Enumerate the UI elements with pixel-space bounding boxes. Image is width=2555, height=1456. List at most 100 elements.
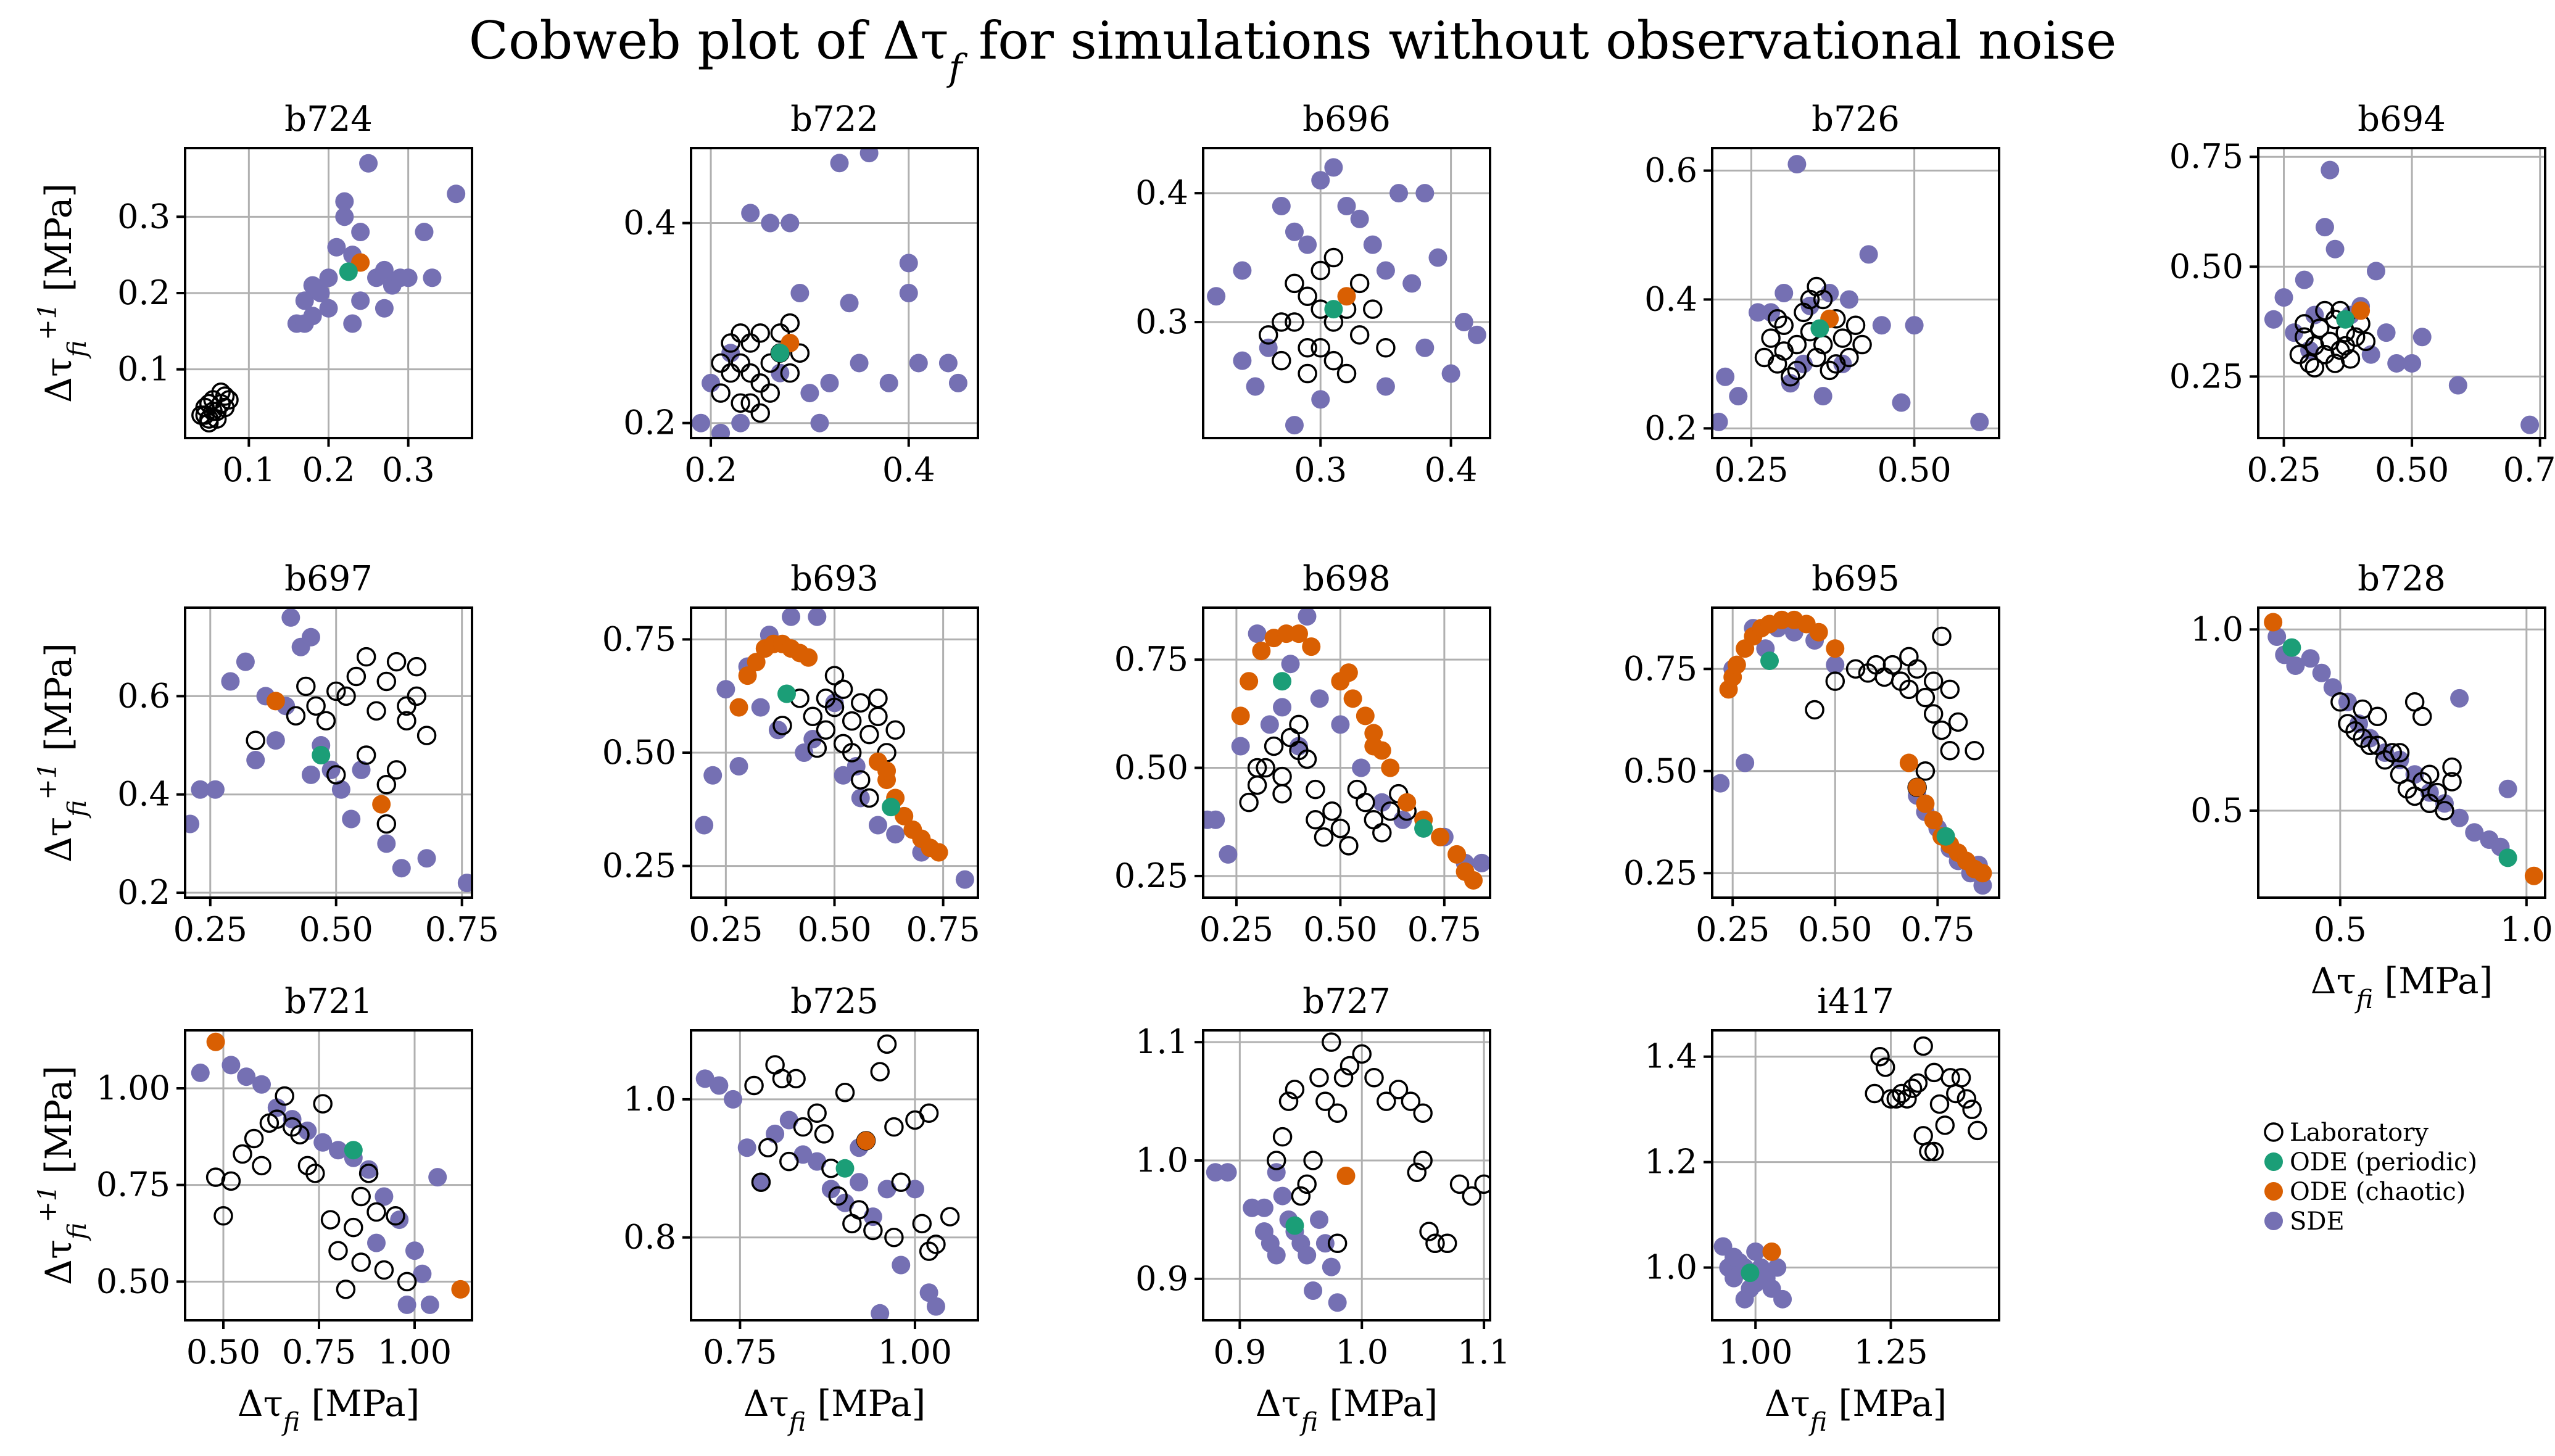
x-tick-label: 0.2 [302,450,355,489]
laboratory-point [286,706,306,726]
laboratory-point [1882,655,1903,675]
sde-point [420,1295,439,1314]
laboratory-point [1940,679,1960,700]
laboratory-point [772,716,792,735]
sde-point [820,373,839,392]
laboratory-point [760,353,781,373]
laboratory-point [711,353,731,373]
laboratory-point [1349,273,1370,294]
sde-point [721,344,740,363]
legend-item-ode_chaotic: ODE (chaotic) [2264,1178,2466,1206]
sde-point [1281,655,1300,674]
laboratory-point [780,313,800,333]
laboratory-point [1915,761,1936,781]
laboratory-point [1913,1126,1933,1146]
sde-point [1773,1289,1792,1309]
laboratory-point [356,745,376,765]
y-tick-label: 0.75 [1114,640,1188,679]
ode-chaotic-point [1364,737,1383,756]
sde-point [703,766,723,785]
ode-chaotic-point [895,806,914,825]
y-tick-label: 0.3 [117,197,170,236]
laboratory-point [750,323,770,343]
x-tick-label: 0.25 [1696,910,1770,949]
sde-point [335,207,354,226]
laboratory-point [1899,679,1919,700]
points [1203,608,1490,890]
points [1206,1032,1490,1312]
laboratory-point [1774,315,1794,335]
laboratory-point [1377,1091,1396,1111]
panel-frame [184,1029,473,1322]
laboratory-point [2367,735,2387,755]
sde-point [2405,765,2424,784]
sde-point [221,672,240,691]
y-tick-label: 0.4 [1135,173,1188,212]
laboratory-point [1336,363,1357,384]
x-tick-label: 1.25 [1853,1333,1928,1371]
sde-point [2520,415,2540,434]
y-tick-label: 0.25 [2169,357,2243,395]
laboratory-point [1322,1032,1341,1052]
sde-point [2321,160,2340,180]
laboratory-point [1474,1174,1490,1194]
sde-point [1311,171,1330,190]
laboratory-point [1805,700,1824,720]
sde-point [695,1069,714,1088]
sde-point [2366,262,2385,281]
sde-point [724,1090,743,1109]
sde-point [1219,845,1238,864]
x-tick-label: 0.25 [2246,450,2321,489]
panel-b725: b725 0.75 1.00 0.8 1.0 Δτfi [MPa] [623,982,979,1437]
laboratory-point [859,788,879,808]
laboratory-point [1256,758,1275,778]
sde-point [1892,393,1911,412]
y-tick-label: 0.3 [1135,302,1188,341]
sde-point [737,1138,756,1157]
sde-point [295,314,314,333]
sde-point [359,1160,378,1179]
laboratory-point [1826,354,1846,374]
laboratory-point [244,1128,264,1149]
sde-point [1372,793,1391,812]
laboratory-point [199,409,219,429]
laboratory-point [1968,1120,1987,1141]
laboratory-point [885,720,905,740]
y-tick-label: 0.50 [96,1262,170,1301]
ode-chaotic-point [1924,811,1943,830]
laboratory-point [750,373,770,393]
laboratory-point [1419,1222,1439,1241]
y-tick-label: 0.2 [623,403,676,442]
ode-periodic-point [2282,638,2301,657]
laboratory-point [1285,273,1304,294]
y-tick-label: 0.4 [1644,279,1697,318]
sde-point [2375,743,2395,762]
laboratory-point [351,1252,371,1272]
sde-point [771,363,790,383]
panel-b698: b698 0.25 0.50 0.75 0.25 0.50 0.75 [1114,559,1491,949]
sde-point [835,1193,855,1212]
laboratory-point [919,1241,939,1261]
laboratory-point [2325,354,2345,373]
laboratory-point [2300,354,2319,373]
laboratory-point [344,1217,363,1238]
laboratory-point [744,1075,764,1096]
sde-point [2312,663,2331,682]
sde-point [1472,853,1490,872]
sde-point [327,238,346,257]
x-tick-label: 0.75 [425,910,499,949]
panel-grid: b724 0.1 0.2 0.3 0.1 0.2 0.3 Δτfi+1 [MPa] b722 0.… [33,99,2555,1437]
x-tick-label: 0.75 [1900,910,1974,949]
laboratory-point [366,1202,386,1222]
sde-point [692,413,711,432]
laboratory-point [1264,736,1284,756]
laboratory-point [1258,325,1278,345]
sde-point [808,608,827,626]
laboratory-point [851,693,871,713]
panel-b693: b693 0.25 0.50 0.75 0.25 0.50 0.75 [602,559,980,949]
laboratory-point [1364,1067,1384,1088]
sde-point [1285,416,1304,435]
sde-point [2274,288,2293,307]
y-tick-label: 1.2 [1644,1143,1697,1181]
ode-periodic-point [1936,827,1955,846]
